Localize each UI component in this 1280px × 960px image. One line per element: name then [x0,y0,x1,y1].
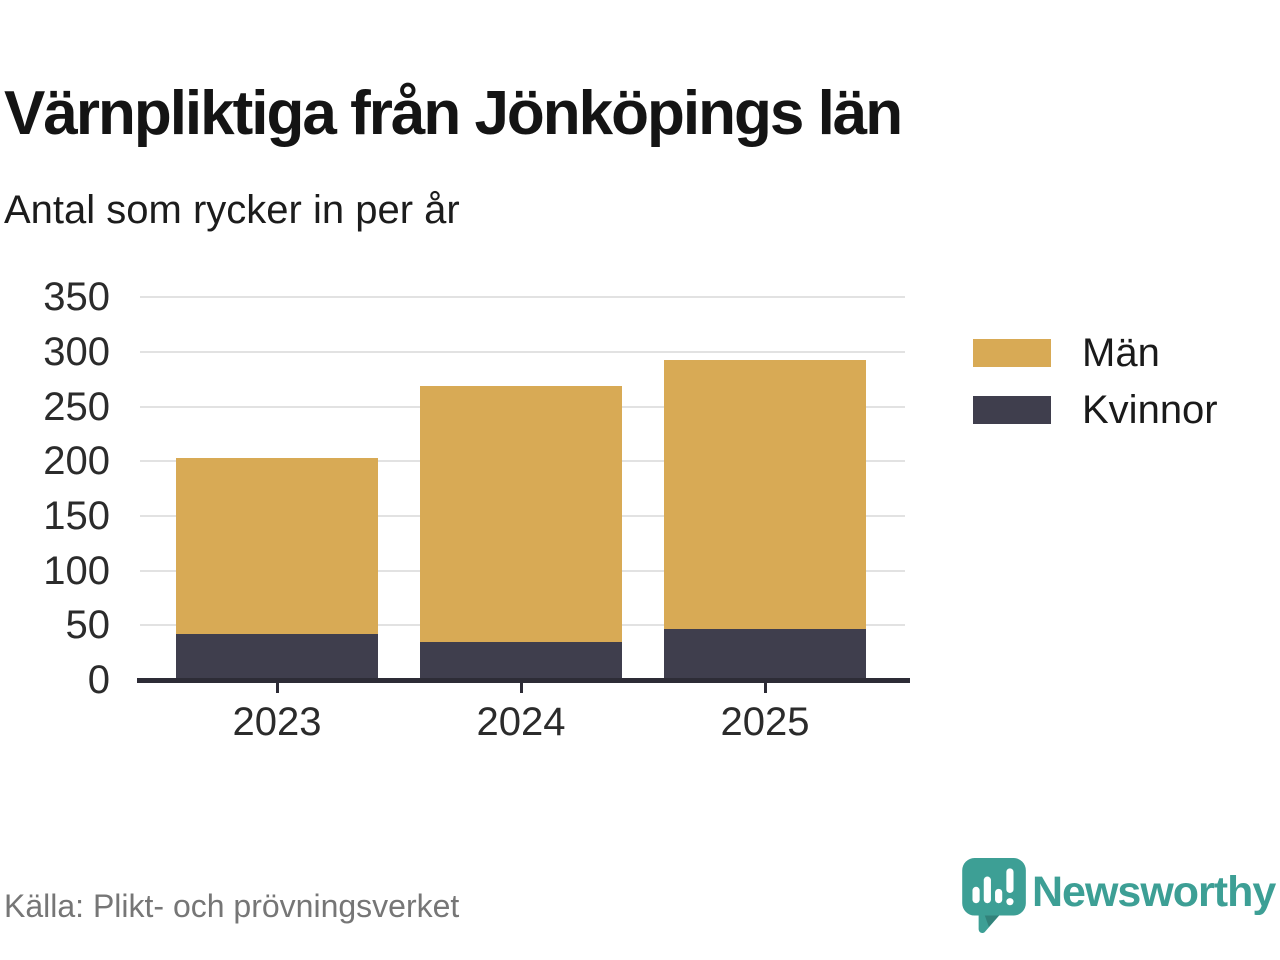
speech-bubble-bar-chart-icon [960,856,1026,934]
y-axis-tick-label: 350 [43,275,110,320]
bar-segment-män-2024 [420,385,622,642]
y-axis-tick-label: 250 [43,384,110,429]
legend-swatch-women-icon [973,396,1051,424]
page-subtitle: Antal som rycker in per år [4,188,460,232]
bar-segment-kvinnor-2024 [420,641,622,678]
legend-item-men: Män [973,331,1218,375]
x-axis-tick [519,683,523,693]
bar-segment-män-2023 [176,458,378,635]
source-note: Källa: Plikt- och prövningsverket [4,888,460,924]
y-axis-tick-label: 150 [43,493,110,538]
x-axis-line [137,678,910,683]
bar-segment-kvinnor-2023 [176,634,378,678]
y-axis-tick-label: 300 [43,329,110,374]
x-axis-label-2025: 2025 [720,700,810,744]
x-axis-label-2023: 2023 [232,700,322,744]
x-axis-tick [763,683,767,693]
x-axis-tick [275,683,279,693]
legend: Män Kvinnor [973,331,1218,432]
legend-swatch-men-icon [973,339,1051,367]
gridline [140,296,905,299]
y-axis-tick-label: 200 [43,439,110,484]
gridline [140,350,905,353]
logo-wordmark: Newsworthy [1032,868,1276,916]
y-axis-tick-label: 100 [43,548,110,593]
page-title: Värnpliktiga från Jönköpings län [4,78,903,148]
legend-label-women: Kvinnor [1082,388,1218,432]
y-axis-tick-label: 50 [65,603,111,648]
x-axis-label-2024: 2024 [476,700,566,744]
y-axis-tick-label: 0 [87,658,110,702]
bar-segment-män-2025 [664,359,866,629]
legend-label-men: Män [1082,331,1160,375]
legend-item-women: Kvinnor [973,388,1218,432]
bar-segment-kvinnor-2025 [664,628,866,678]
newsworthy-logo: Newsworthy [960,856,1276,934]
